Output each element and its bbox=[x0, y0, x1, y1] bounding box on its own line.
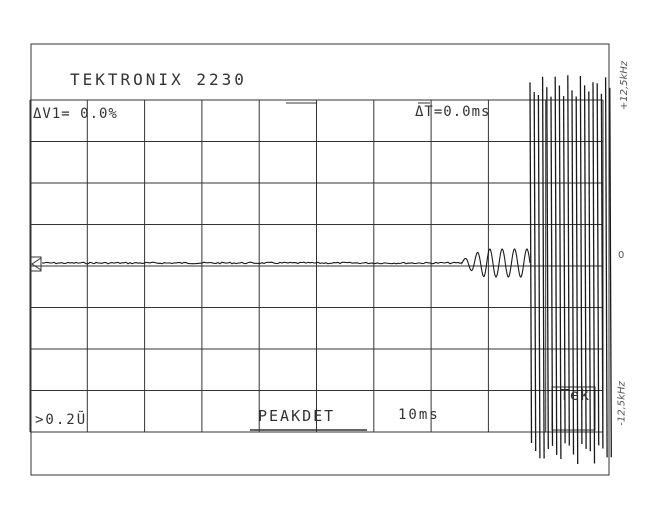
trace-swing-line bbox=[579, 76, 583, 445]
brand-label: Tek bbox=[560, 386, 591, 404]
scope-title: TEKTRONIX 2230 bbox=[70, 70, 247, 89]
trace-swing-line bbox=[592, 82, 596, 464]
trace-swing-line bbox=[554, 76, 558, 455]
delta-t-readout: ΔT=0.0ms bbox=[415, 104, 491, 120]
trace-swing-line bbox=[609, 87, 612, 458]
trace-swing-line bbox=[558, 85, 562, 460]
trace-swing-line bbox=[583, 85, 587, 449]
trace-swing-line bbox=[588, 91, 591, 452]
signal-trace bbox=[41, 75, 612, 465]
trace-swing-line bbox=[575, 96, 579, 465]
trace-swing-line bbox=[533, 92, 537, 451]
delta-v-readout: ΔV1= 0.0% bbox=[33, 106, 118, 122]
trace-swing-line bbox=[596, 83, 600, 446]
trace-swing-line bbox=[604, 77, 608, 458]
sensitivity-readout: >0.2Ũ bbox=[35, 412, 88, 428]
trace-swing-line bbox=[546, 87, 549, 449]
trace-swing-line bbox=[571, 90, 575, 455]
trace-swing-line bbox=[529, 82, 533, 444]
center-scale-label: 0 bbox=[618, 250, 625, 261]
trace-line bbox=[41, 248, 531, 278]
timebase-readout: 10ms bbox=[398, 407, 440, 423]
graticule bbox=[29, 99, 604, 433]
trace-swing-line bbox=[600, 93, 604, 449]
trace-swing-line bbox=[550, 96, 554, 446]
bottom-scale-label: -12,5kHz bbox=[616, 381, 628, 426]
top-scale-label: +12,5kHz bbox=[619, 60, 631, 111]
trace-swing-line bbox=[537, 94, 541, 459]
trace-swing-line bbox=[562, 96, 566, 444]
trace-swing-line bbox=[567, 75, 570, 446]
ground-marker-icon bbox=[30, 256, 42, 272]
mode-readout: PEAKDET bbox=[258, 407, 336, 425]
trace-swing-line bbox=[541, 76, 545, 459]
